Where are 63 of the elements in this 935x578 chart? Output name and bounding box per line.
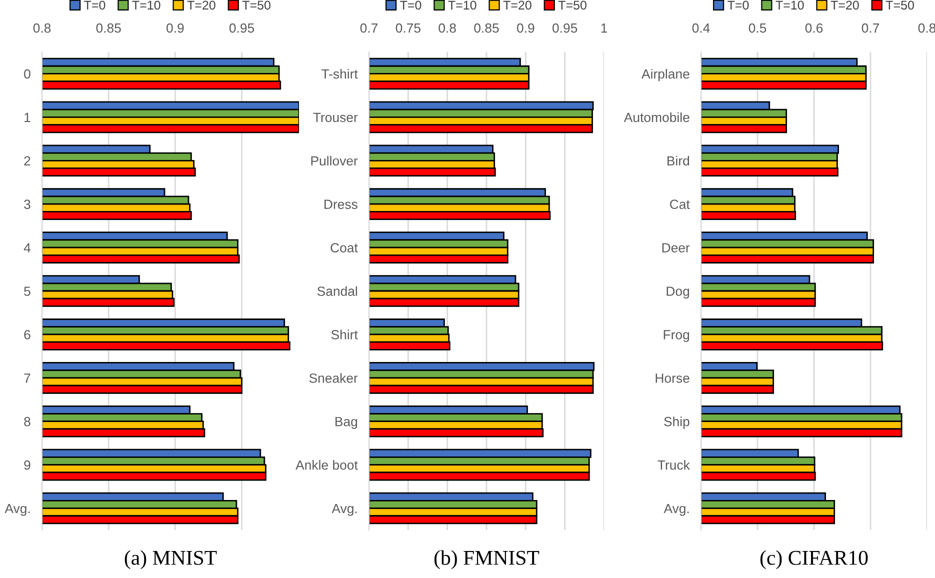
legend-label: T=20 <box>187 0 216 10</box>
x-tick-label: 0.95 <box>229 23 254 33</box>
legend-label: T=0 <box>400 0 422 10</box>
y-tick-label: T-shirt <box>322 68 358 79</box>
y-tick-label: 1 <box>24 112 30 122</box>
x-tick-label: 0.8 <box>33 23 51 33</box>
y-tick-label: 3 <box>24 200 30 209</box>
y-tick-label: Sandal <box>317 286 358 296</box>
x-tick-label: 0.95 <box>552 23 578 33</box>
legend-label: T=0 <box>728 0 749 10</box>
y-tick-label: Airplane <box>642 68 690 82</box>
y-tick-label: Cat <box>670 200 690 209</box>
y-tick-label: Ship <box>664 416 690 429</box>
y-tick-label: Trouser <box>313 112 358 122</box>
text: (a) MNIST <box>124 550 217 570</box>
y-tick-label: 0 <box>24 69 30 79</box>
x-tick-label: 1 <box>601 24 608 33</box>
y-tick-label: Automobile <box>624 112 690 122</box>
legend-label: T=20 <box>830 0 859 10</box>
legend-label: T=0 <box>84 0 106 10</box>
y-tick-label: Shirt <box>331 330 358 340</box>
y-tick-label: 6 <box>24 330 30 340</box>
legend-label: T=50 <box>242 0 270 10</box>
legend-label: T=50 <box>886 0 914 10</box>
x-tick-label: 0.5 <box>748 23 766 33</box>
x-tick-label: 0.7 <box>862 23 880 33</box>
x-tick-label: 0.7 <box>360 23 378 33</box>
y-tick-label: Bag <box>335 417 358 429</box>
y-tick-label: Avg. <box>664 504 689 516</box>
y-tick-label: Dress <box>324 200 358 209</box>
y-tick-label: 8 <box>24 416 30 426</box>
y-tick-label: Deer <box>662 243 690 252</box>
x-tick-label: 0.9 <box>166 23 184 33</box>
y-tick-label: Avg. <box>332 504 357 516</box>
y-tick-label: Bird <box>668 156 690 166</box>
x-tick-label: 0.8 <box>438 23 456 33</box>
y-tick-label: Ankle boot <box>296 460 358 470</box>
x-tick-label: 0.9 <box>517 23 534 33</box>
y-tick-label: 9 <box>24 460 30 470</box>
y-tick-label: Truck <box>658 460 690 470</box>
x-tick-label: 0.6 <box>805 23 823 33</box>
y-tick-label: Coat <box>330 243 358 252</box>
legend-label: T=50 <box>558 0 586 10</box>
text: (c) CIFAR10 <box>760 550 868 570</box>
y-tick-label: Dog <box>666 286 690 299</box>
legend-label: T=10 <box>776 0 804 10</box>
y-tick-label: Horse <box>656 374 690 383</box>
y-tick-label: 7 <box>24 374 30 383</box>
y-tick-label: 4 <box>24 243 31 252</box>
legend-label: T=10 <box>132 0 160 10</box>
legend-label: T=10 <box>448 0 476 10</box>
y-tick-label: Sneaker <box>309 373 358 383</box>
x-tick-label: 0.4 <box>692 23 710 33</box>
legend-label: T=20 <box>503 0 532 10</box>
y-tick-label: 2 <box>24 156 30 166</box>
text: (b) FMNIST <box>434 550 540 570</box>
x-tick-label: 0.85 <box>474 23 499 33</box>
y-tick-label: 5 <box>24 286 30 296</box>
y-tick-label: Avg. <box>4 504 30 516</box>
y-tick-label: Pullover <box>311 156 358 166</box>
y-tick-label: Frog <box>664 330 690 342</box>
x-tick-label: 0.85 <box>96 23 121 33</box>
x-tick-label: 0.75 <box>396 23 420 33</box>
